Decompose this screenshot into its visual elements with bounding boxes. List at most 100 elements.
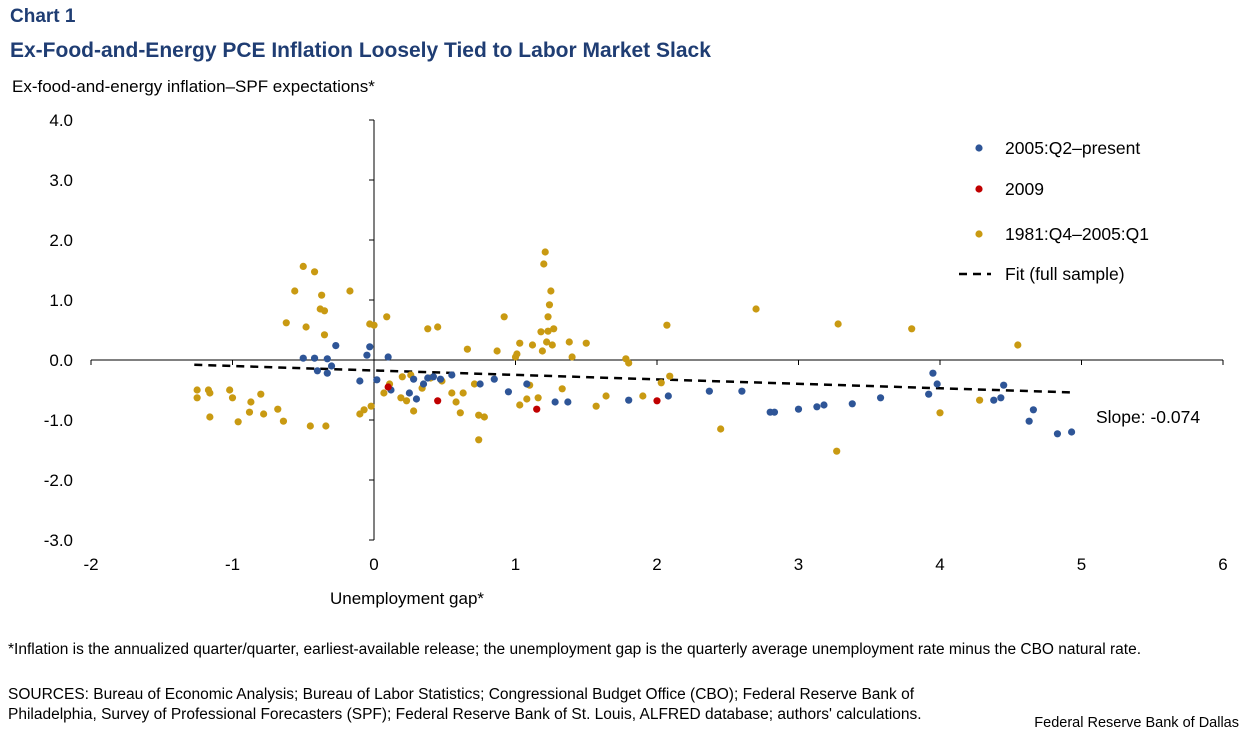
footnote: *Inflation is the annualized quarter/qua… [8, 641, 1141, 658]
scatter-point [908, 325, 916, 333]
scatter-point [405, 389, 413, 397]
scatter-point [550, 325, 558, 333]
scatter-point [538, 347, 546, 355]
scatter-point [332, 342, 340, 350]
scatter-point [475, 411, 483, 419]
scatter-point [929, 369, 937, 377]
points-layer [193, 248, 1076, 455]
y-tick-label: -3.0 [44, 531, 73, 550]
scatter-point [410, 407, 418, 415]
scatter-point [320, 307, 329, 315]
y-tick-label: 4.0 [49, 111, 73, 130]
y-tick-label: 1.0 [49, 291, 73, 310]
scatter-point [516, 339, 524, 347]
scatter-point [366, 343, 374, 351]
scatter-point [398, 373, 406, 381]
scatter-point [551, 398, 559, 406]
x-tick-label: 4 [935, 555, 944, 574]
scatter-point [310, 354, 319, 362]
scatter-point [310, 268, 319, 276]
scatter-point [534, 394, 542, 402]
scatter-point [424, 374, 432, 382]
scatter-point [476, 380, 484, 388]
scatter-point [452, 398, 460, 406]
scatter-point [448, 371, 456, 379]
scatter-point [206, 413, 214, 421]
scatter-point [424, 325, 432, 333]
scatter-point [193, 394, 201, 402]
scatter-point [436, 375, 445, 383]
scatter-point [323, 369, 331, 377]
y-tick-label: -2.0 [44, 471, 73, 490]
scatter-point [516, 401, 524, 409]
scatter-point [493, 347, 501, 355]
legend-label: 2005:Q2–present [1005, 138, 1140, 158]
scatter-point [876, 394, 885, 402]
y-tick-label: 2.0 [49, 231, 73, 250]
scatter-point [383, 313, 391, 321]
scatter-point [470, 380, 479, 388]
scatter-point [384, 383, 392, 391]
scatter-point [373, 376, 381, 384]
scatter-point [625, 396, 633, 404]
scatter-point [323, 355, 331, 363]
x-tick-label: 1 [511, 555, 520, 574]
scatter-point [1014, 341, 1022, 349]
scatter-point [327, 362, 336, 370]
x-tick-label: 6 [1218, 555, 1227, 574]
scatter-point [322, 422, 330, 430]
scatter-point [565, 338, 573, 346]
legend-marker [975, 185, 983, 193]
scatter-point [548, 341, 556, 349]
scatter-point [770, 408, 779, 416]
scatter-point [370, 321, 378, 329]
scatter-point [513, 350, 521, 358]
scatter-point [397, 394, 405, 402]
scatter-point [664, 392, 672, 400]
scatter-point [1053, 430, 1062, 438]
scatter-point [313, 367, 321, 375]
credit-line: Federal Reserve Bank of Dallas [1034, 715, 1239, 731]
y-tick-label: 3.0 [49, 171, 73, 190]
legend-marker [975, 144, 983, 152]
scatter-point [291, 287, 299, 295]
scatter-point [360, 406, 368, 414]
x-tick-label: -1 [225, 555, 240, 574]
fit-layer [194, 363, 1072, 394]
x-axis-label: Unemployment gap* [330, 589, 485, 608]
scatter-point [653, 397, 661, 405]
y-axis-label: Ex-food-and-energy inflation–SPF expecta… [12, 77, 375, 96]
scatter-point [592, 402, 600, 410]
scatter-point [228, 394, 237, 402]
scatter-point [247, 398, 255, 406]
sources-note: SOURCES: Bureau of Economic Analysis; Bu… [8, 686, 922, 723]
scatter-point [1029, 406, 1037, 414]
scatter-point [412, 395, 421, 403]
scatter-point [738, 387, 746, 395]
scatter-point [537, 328, 545, 336]
fit-line [194, 363, 1072, 394]
scatter-point [976, 396, 984, 404]
scatter-point [533, 405, 541, 413]
scatter-point [504, 388, 513, 396]
scatter-point [456, 409, 464, 417]
scatter-point [226, 386, 234, 394]
scatter-point [568, 353, 576, 361]
chart-number: Chart 1 [10, 6, 76, 27]
scatter-point [834, 320, 842, 328]
scatter-point [429, 373, 438, 381]
scatter-point [234, 418, 242, 426]
scatter-point [936, 409, 944, 417]
scatter-point [356, 377, 364, 385]
scatter-point [274, 405, 282, 413]
legend: 2005:Q2–present 2009 1981:Q4–2005:Q1 Fit (f… [959, 138, 1149, 284]
scatter-point [544, 313, 552, 321]
x-tick-label: 5 [1077, 555, 1086, 574]
scatter-point [752, 305, 760, 313]
scatter-point [245, 408, 254, 416]
scatter-point [833, 447, 841, 455]
y-tick-label: 0.0 [49, 351, 73, 370]
scatter-point [193, 386, 201, 394]
scatter-point [933, 380, 941, 388]
